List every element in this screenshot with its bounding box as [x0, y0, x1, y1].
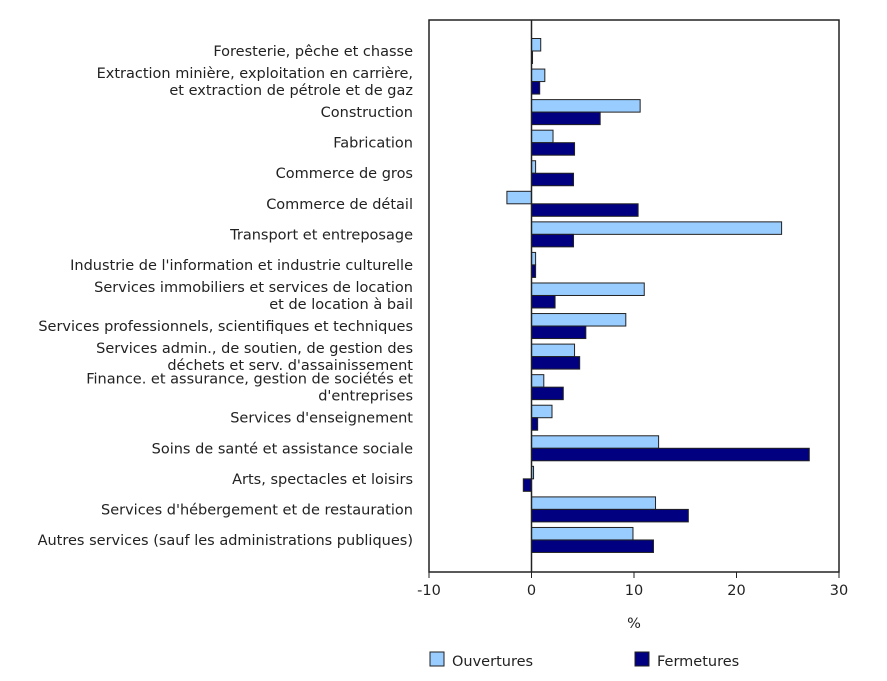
bar-ouvertures [531, 404, 553, 419]
x-tick-label: 0 [527, 583, 536, 599]
category-label-line: Extraction minière, exploitation en carr… [97, 66, 413, 82]
bar-ouvertures [531, 68, 546, 83]
category-label-line: Foresterie, pêche et chasse [213, 44, 413, 60]
category-label: Services admin., de soutien, de gestion … [96, 341, 413, 374]
category-label-line: Commerce de détail [266, 197, 413, 213]
category-label: Autres services (sauf les administration… [38, 533, 413, 549]
bar-fermetures [531, 233, 575, 248]
category-label-line: Construction [321, 105, 413, 121]
bar-fermetures [531, 111, 601, 126]
bar-ouvertures [531, 221, 783, 235]
bar-fermetures [531, 417, 539, 431]
bar-fermetures [531, 539, 654, 553]
bar-fermetures [531, 508, 689, 523]
category-label-line: déchets et serv. d'assainissement [167, 358, 413, 374]
bar-ouvertures [531, 38, 542, 52]
category-label: Finance. et assurance, gestion de sociét… [86, 372, 413, 405]
legend-swatch-ouvertures [429, 651, 445, 667]
category-label: Arts, spectacles et loisirs [232, 472, 413, 488]
bar-ouvertures [531, 435, 660, 449]
legend-label-ouvertures: Ouvertures [452, 654, 533, 670]
category-label-line: Autres services (sauf les administration… [38, 533, 413, 549]
category-label-line: Transport et entreposage [229, 227, 413, 243]
category-label-line: Finance. et assurance, gestion de sociét… [86, 372, 413, 388]
category-label-line: d'entreprises [318, 389, 413, 405]
x-tick-label: 30 [830, 583, 848, 599]
category-label-line: Industrie de l'information et industrie … [70, 258, 413, 274]
x-tick-label: -10 [417, 583, 441, 599]
legend-label-fermetures: Fermetures [657, 654, 739, 670]
bar-fermetures [531, 356, 581, 370]
bar-ouvertures [531, 129, 554, 144]
legend: Ouvertures Fermetures [429, 651, 739, 670]
bar-ouvertures [531, 374, 545, 388]
bar-fermetures [531, 294, 556, 309]
bar-fermetures [531, 386, 564, 401]
category-label-line: et extraction de pétrole et de gaz [169, 83, 413, 99]
bar-ouvertures [531, 496, 657, 510]
bar-fermetures [531, 203, 639, 217]
category-label-line: Commerce de gros [276, 166, 413, 182]
category-label: Commerce de détail [266, 197, 413, 213]
bar-ouvertures [531, 343, 576, 358]
category-label: Services d'hébergement et de restauratio… [101, 502, 413, 518]
category-label: Transport et entreposage [229, 227, 413, 243]
category-label-line: Services admin., de soutien, de gestion … [96, 341, 413, 357]
category-label-line: et de location à bail [269, 297, 413, 313]
category-label: Construction [321, 105, 413, 121]
bar-fermetures [531, 142, 576, 156]
category-label-line: Services d'hébergement et de restauratio… [101, 502, 413, 518]
category-label-line: Arts, spectacles et loisirs [232, 472, 413, 488]
bar-fermetures [531, 447, 810, 462]
bar-fermetures [522, 478, 532, 492]
category-label: Services d'enseignement [230, 411, 413, 427]
category-label: Extraction minière, exploitation en carr… [97, 66, 413, 99]
category-label-line: Soins de santé et assistance sociale [152, 441, 413, 457]
bar-fermetures [531, 172, 575, 187]
bar-fermetures [531, 325, 587, 340]
bar-ouvertures [531, 313, 627, 327]
category-label: Services immobiliers et services de loca… [94, 280, 413, 313]
category-label: Soins de santé et assistance sociale [152, 441, 413, 457]
category-label-line: Services d'enseignement [230, 411, 413, 427]
category-label: Services professionnels, scientifiques e… [38, 319, 413, 335]
bar-ouvertures [531, 99, 641, 113]
bar-ouvertures [531, 282, 645, 296]
x-tick-label: 20 [727, 583, 745, 599]
category-label: Fabrication [333, 136, 413, 152]
category-label-line: Services immobiliers et services de loca… [94, 280, 413, 296]
legend-swatch-fermetures [634, 651, 650, 667]
x-tick-label: 10 [625, 583, 643, 599]
bar-fermetures [531, 81, 541, 95]
category-label: Industrie de l'information et industrie … [70, 258, 413, 274]
category-label-line: Fabrication [333, 136, 413, 152]
bar-ouvertures [531, 526, 634, 541]
category-label: Foresterie, pêche et chasse [213, 44, 413, 60]
bar-ouvertures [506, 190, 532, 205]
category-label: Commerce de gros [276, 166, 413, 182]
x-axis-label: % [627, 616, 641, 632]
category-label-line: Services professionnels, scientifiques e… [38, 319, 413, 335]
